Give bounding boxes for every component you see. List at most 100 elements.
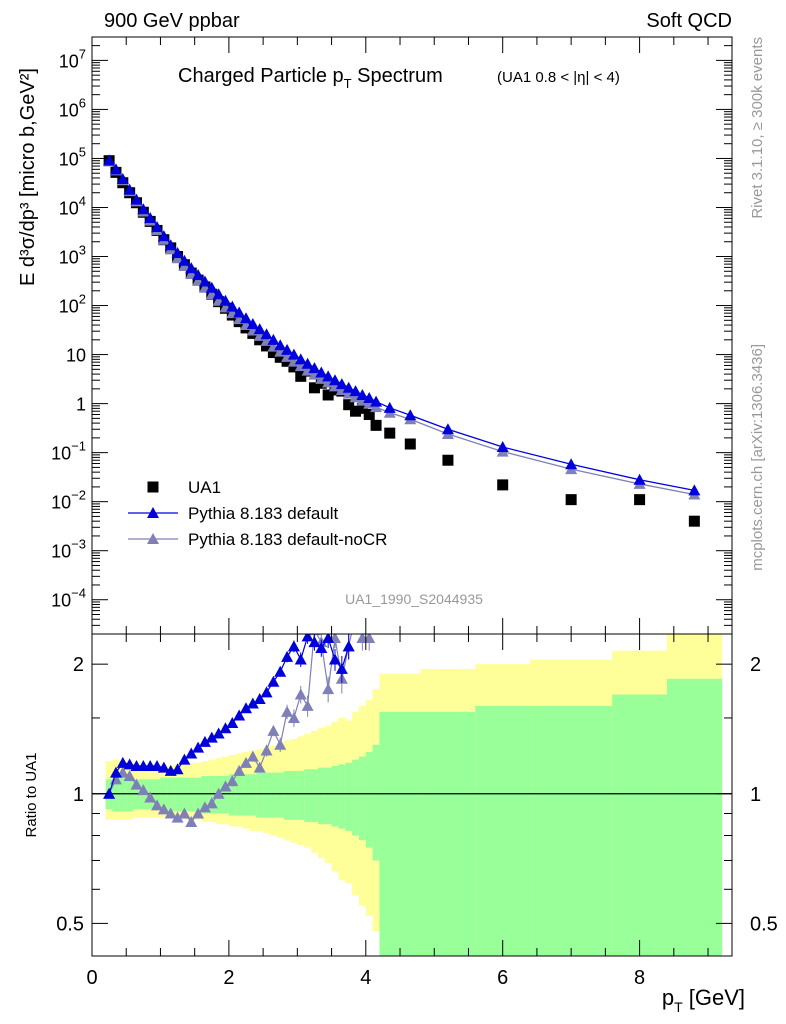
rivet-label: Rivet 3.1.10, ≥ 300k events [749, 37, 766, 219]
x-axis-label-sub: T [674, 999, 683, 1015]
ratio-uncertainty-bands [92, 634, 732, 956]
y-tick-label: 103 [59, 243, 86, 268]
point-default [287, 348, 300, 360]
band-inner-bin [345, 762, 353, 831]
ratio-point-default [205, 731, 218, 743]
point-default [370, 395, 383, 407]
point-data [308, 382, 320, 394]
point-default [144, 212, 157, 224]
band-inner-bin [297, 770, 305, 820]
point-default [164, 239, 177, 251]
point-default [294, 353, 307, 365]
x-axis-label-unit: [GeV] [683, 985, 745, 1010]
ratio-plot-area [103, 609, 376, 827]
point-default [328, 374, 341, 386]
y-tick-base: 10 [51, 542, 71, 562]
ratio-y-tick-label-right: 2 [750, 654, 761, 676]
ratio-point-default [287, 640, 300, 652]
ratio-point-default [219, 722, 232, 734]
y-tick-base: 10 [51, 591, 71, 611]
y-tick-exp: −2 [71, 488, 86, 503]
ratio-point-default [171, 763, 184, 775]
ratio-point-default [212, 727, 225, 739]
point-default [123, 183, 136, 195]
point-default [226, 300, 239, 312]
ratio-point-nocr [267, 724, 280, 736]
ratio-point-nocr [322, 683, 335, 695]
point-data [688, 515, 700, 527]
point-default [212, 288, 225, 300]
point-default [383, 401, 396, 413]
ratio-point-nocr [350, 609, 362, 620]
point-default [496, 441, 509, 453]
legend-marker-data [147, 481, 159, 493]
point-default [565, 458, 578, 470]
point-default [363, 392, 376, 404]
ratio-point-default [185, 747, 198, 759]
point-data [288, 361, 300, 373]
ratio-point-nocr [233, 764, 246, 776]
y-tick-base: 10 [59, 297, 79, 317]
point-default [688, 484, 701, 496]
point-default [253, 323, 266, 335]
point-default [349, 385, 362, 397]
ratio-point-nocr [151, 799, 164, 811]
band-inner-bin [249, 774, 257, 816]
point-default [308, 362, 321, 374]
point-data [322, 389, 334, 401]
y-tick-base: 10 [51, 444, 71, 464]
band-inner-bin [167, 777, 175, 812]
x-tick-label: 6 [497, 967, 508, 989]
ratio-point-default [315, 642, 328, 654]
point-default [185, 262, 198, 274]
y-tick-base: 10 [59, 248, 79, 268]
y-tick-label: 105 [59, 144, 86, 169]
band-inner-bin [228, 774, 237, 816]
ratio-point-nocr [240, 756, 253, 768]
band-inner-bin [358, 756, 367, 841]
band-inner-bin [276, 772, 285, 818]
x-tick-label: 4 [360, 967, 371, 989]
ratio-point-default [123, 758, 136, 770]
ratio-point-default [301, 634, 314, 642]
band-inner-bin [180, 777, 189, 812]
point-default [157, 230, 170, 242]
point-default [233, 306, 246, 318]
band-inner-bin [290, 770, 298, 820]
line-nocr [108, 160, 695, 496]
band-inner-bin [338, 764, 346, 829]
ratio-point-nocr [130, 778, 143, 790]
ratio-y-tick-label-left: 0.5 [56, 913, 84, 935]
point-default [260, 328, 273, 340]
band-inner-bin [208, 775, 216, 814]
band-inner-bin [256, 772, 264, 818]
main-plot-area [103, 154, 701, 527]
band-inner-bin [126, 777, 134, 812]
y-tick-label: 1 [76, 395, 86, 415]
point-default [103, 154, 116, 166]
legend-label-data: UA1 [188, 478, 221, 497]
y-tick-label: 107 [59, 46, 86, 71]
point-default [301, 357, 314, 369]
band-inner-bin [612, 694, 668, 956]
band-inner-bin [352, 759, 360, 836]
ratio-point-nocr [185, 815, 198, 827]
legend-marker-default [147, 507, 159, 518]
point-default [281, 343, 294, 355]
point-default [178, 254, 191, 266]
band-inner-bin [235, 774, 243, 816]
y-tick-label: 10 [66, 346, 86, 366]
y-tick-exp: 3 [79, 243, 86, 258]
y-tick-exp: 6 [79, 95, 86, 110]
ratio-point-nocr [144, 791, 157, 803]
y-tick-exp: −1 [71, 439, 86, 454]
ratio-y-tick-label-left: 1 [73, 784, 84, 806]
band-inner-bin [530, 705, 613, 956]
band-inner-bin [160, 777, 168, 812]
y-tick-exp: −4 [71, 586, 86, 601]
band-inner-bin [317, 767, 326, 825]
ratio-y-tick-label-right: 0.5 [750, 913, 778, 935]
point-default [404, 409, 417, 421]
band-inner-bin [283, 770, 291, 820]
point-default [137, 203, 150, 215]
